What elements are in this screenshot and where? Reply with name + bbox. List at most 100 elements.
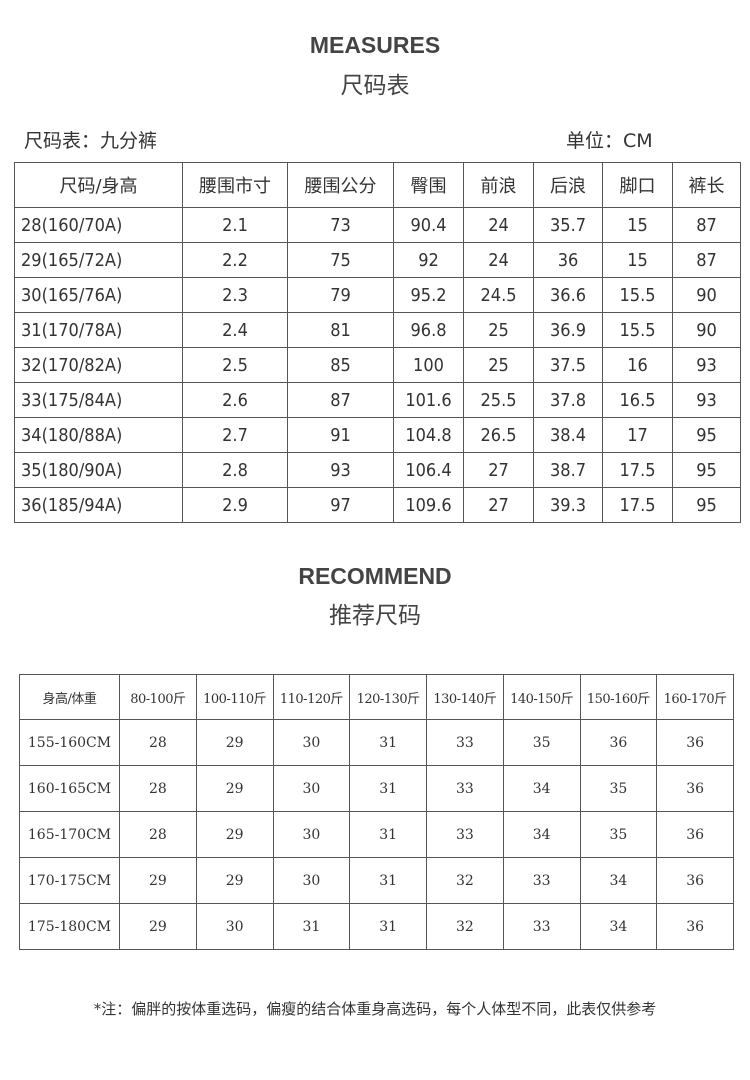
table-row: 170-175CM 29 29 30 31 32 33 34 36 bbox=[19, 857, 734, 904]
table-cell: 33 bbox=[426, 811, 504, 858]
table-cell: 29 bbox=[195, 765, 274, 812]
column-header: 前浪 bbox=[463, 162, 534, 208]
table-cell: 26.5 bbox=[463, 417, 534, 453]
table-cell: 29 bbox=[195, 857, 274, 904]
measures-title-cn: 尺码表 bbox=[340, 73, 410, 99]
table-row: 28(160/70A) 2.1 73 90.4 24 35.7 15 87 bbox=[14, 207, 741, 243]
table-cell: 36 bbox=[656, 857, 734, 904]
table-cell: 25.5 bbox=[463, 382, 534, 418]
table-row: 160-165CM 28 29 30 31 33 34 35 36 bbox=[19, 765, 734, 812]
table-cell: 32 bbox=[426, 857, 504, 904]
table-cell: 36(185/94A) bbox=[14, 487, 183, 523]
table-cell: 2.8 bbox=[182, 452, 288, 488]
table-cell: 25 bbox=[463, 347, 534, 383]
column-header: 后浪 bbox=[533, 162, 603, 208]
table-cell: 37.8 bbox=[533, 382, 603, 418]
recommend-title-en: RECOMMEND bbox=[298, 563, 452, 589]
table-cell: 31 bbox=[272, 903, 351, 950]
table-cell: 16 bbox=[602, 347, 673, 383]
column-header: 身高/体重 bbox=[19, 674, 120, 720]
table-cell: 34 bbox=[502, 811, 581, 858]
table-cell: 31 bbox=[349, 765, 427, 812]
column-header: 160-170斤 bbox=[656, 674, 734, 720]
table-cell: 30 bbox=[195, 903, 274, 950]
table-cell: 34(180/88A) bbox=[14, 417, 183, 453]
table-cell: 87 bbox=[287, 382, 394, 418]
table-row: 155-160CM 28 29 30 31 33 35 36 36 bbox=[19, 719, 734, 766]
table-cell: 36 bbox=[656, 903, 734, 950]
table-cell: 95.2 bbox=[393, 277, 464, 313]
table-cell: 36 bbox=[533, 242, 603, 278]
column-header: 尺码/身高 bbox=[14, 162, 183, 208]
table-cell: 35.7 bbox=[533, 207, 603, 243]
column-header: 裤长 bbox=[672, 162, 741, 208]
table-row: 33(175/84A) 2.6 87 101.6 25.5 37.8 16.5 93 bbox=[14, 382, 741, 418]
table-cell: 30 bbox=[272, 765, 351, 812]
column-header: 140-150斤 bbox=[502, 674, 581, 720]
table-cell: 90 bbox=[672, 312, 741, 348]
table-cell: 109.6 bbox=[393, 487, 464, 523]
table-cell: 30 bbox=[272, 857, 351, 904]
column-header: 110-120斤 bbox=[272, 674, 351, 720]
table-cell: 38.4 bbox=[533, 417, 603, 453]
table-cell: 165-170CM bbox=[19, 811, 120, 858]
table-cell: 32(170/82A) bbox=[14, 347, 183, 383]
table-cell: 35 bbox=[502, 719, 581, 766]
table-cell: 34 bbox=[579, 903, 658, 950]
table-cell: 28 bbox=[119, 765, 197, 812]
table-cell: 31 bbox=[349, 811, 427, 858]
measures-table: 尺码/身高 腰围市寸 腰围公分 臀围 前浪 后浪 脚口 裤长 28(160/70A) 2.1 73… bbox=[14, 162, 741, 523]
table-cell: 36.9 bbox=[533, 312, 603, 348]
table-cell: 24 bbox=[463, 242, 534, 278]
table-cell: 33 bbox=[502, 857, 581, 904]
table-cell: 27 bbox=[463, 487, 534, 523]
recommend-table: 身高/体重 80-100斤 100-110斤 110-120斤 120-130斤 130-… bbox=[19, 674, 734, 950]
table-cell: 85 bbox=[287, 347, 394, 383]
table-cell: 95 bbox=[672, 452, 741, 488]
table-row: 32(170/82A) 2.5 85 100 25 37.5 16 93 bbox=[14, 347, 741, 383]
table-cell: 96.8 bbox=[393, 312, 464, 348]
table-cell: 2.1 bbox=[182, 207, 288, 243]
table-cell: 29 bbox=[119, 857, 197, 904]
table-row: 36(185/94A) 2.9 97 109.6 27 39.3 17.5 95 bbox=[14, 487, 741, 523]
column-header: 130-140斤 bbox=[426, 674, 504, 720]
table-cell: 36 bbox=[579, 719, 658, 766]
table-cell: 24 bbox=[463, 207, 534, 243]
table-cell: 30(165/76A) bbox=[14, 277, 183, 313]
table-cell: 31(170/78A) bbox=[14, 312, 183, 348]
table-row: 175-180CM 29 30 31 31 32 33 34 36 bbox=[19, 903, 734, 950]
table-cell: 39.3 bbox=[533, 487, 603, 523]
table-cell: 36 bbox=[656, 719, 734, 766]
recommend-title-cn: 推荐尺码 bbox=[329, 603, 421, 629]
table-cell: 38.7 bbox=[533, 452, 603, 488]
table-cell: 31 bbox=[349, 719, 427, 766]
table-row: 165-170CM 28 29 30 31 33 34 35 36 bbox=[19, 811, 734, 858]
table-cell: 170-175CM bbox=[19, 857, 120, 904]
table-row: 34(180/88A) 2.7 91 104.8 26.5 38.4 17 95 bbox=[14, 417, 741, 453]
table-cell: 32 bbox=[426, 903, 504, 950]
table-cell: 79 bbox=[287, 277, 394, 313]
table-cell: 101.6 bbox=[393, 382, 464, 418]
table-cell: 91 bbox=[287, 417, 394, 453]
table-cell: 16.5 bbox=[602, 382, 673, 418]
column-header: 腰围市寸 bbox=[182, 162, 288, 208]
table-cell: 33 bbox=[502, 903, 581, 950]
table-cell: 93 bbox=[672, 347, 741, 383]
table-cell: 29 bbox=[119, 903, 197, 950]
table-cell: 15.5 bbox=[602, 277, 673, 313]
table-cell: 27 bbox=[463, 452, 534, 488]
table-cell: 15 bbox=[602, 242, 673, 278]
unit-label: 单位：CM bbox=[566, 130, 653, 152]
table-cell: 100 bbox=[393, 347, 464, 383]
column-header: 臀围 bbox=[393, 162, 464, 208]
table-cell: 28 bbox=[119, 811, 197, 858]
table-cell: 25 bbox=[463, 312, 534, 348]
table-cell: 175-180CM bbox=[19, 903, 120, 950]
column-header: 腰围公分 bbox=[287, 162, 394, 208]
table-cell: 35(180/90A) bbox=[14, 452, 183, 488]
table-cell: 93 bbox=[672, 382, 741, 418]
table-cell: 87 bbox=[672, 242, 741, 278]
table-cell: 2.7 bbox=[182, 417, 288, 453]
table-cell: 34 bbox=[579, 857, 658, 904]
table-cell: 31 bbox=[349, 857, 427, 904]
